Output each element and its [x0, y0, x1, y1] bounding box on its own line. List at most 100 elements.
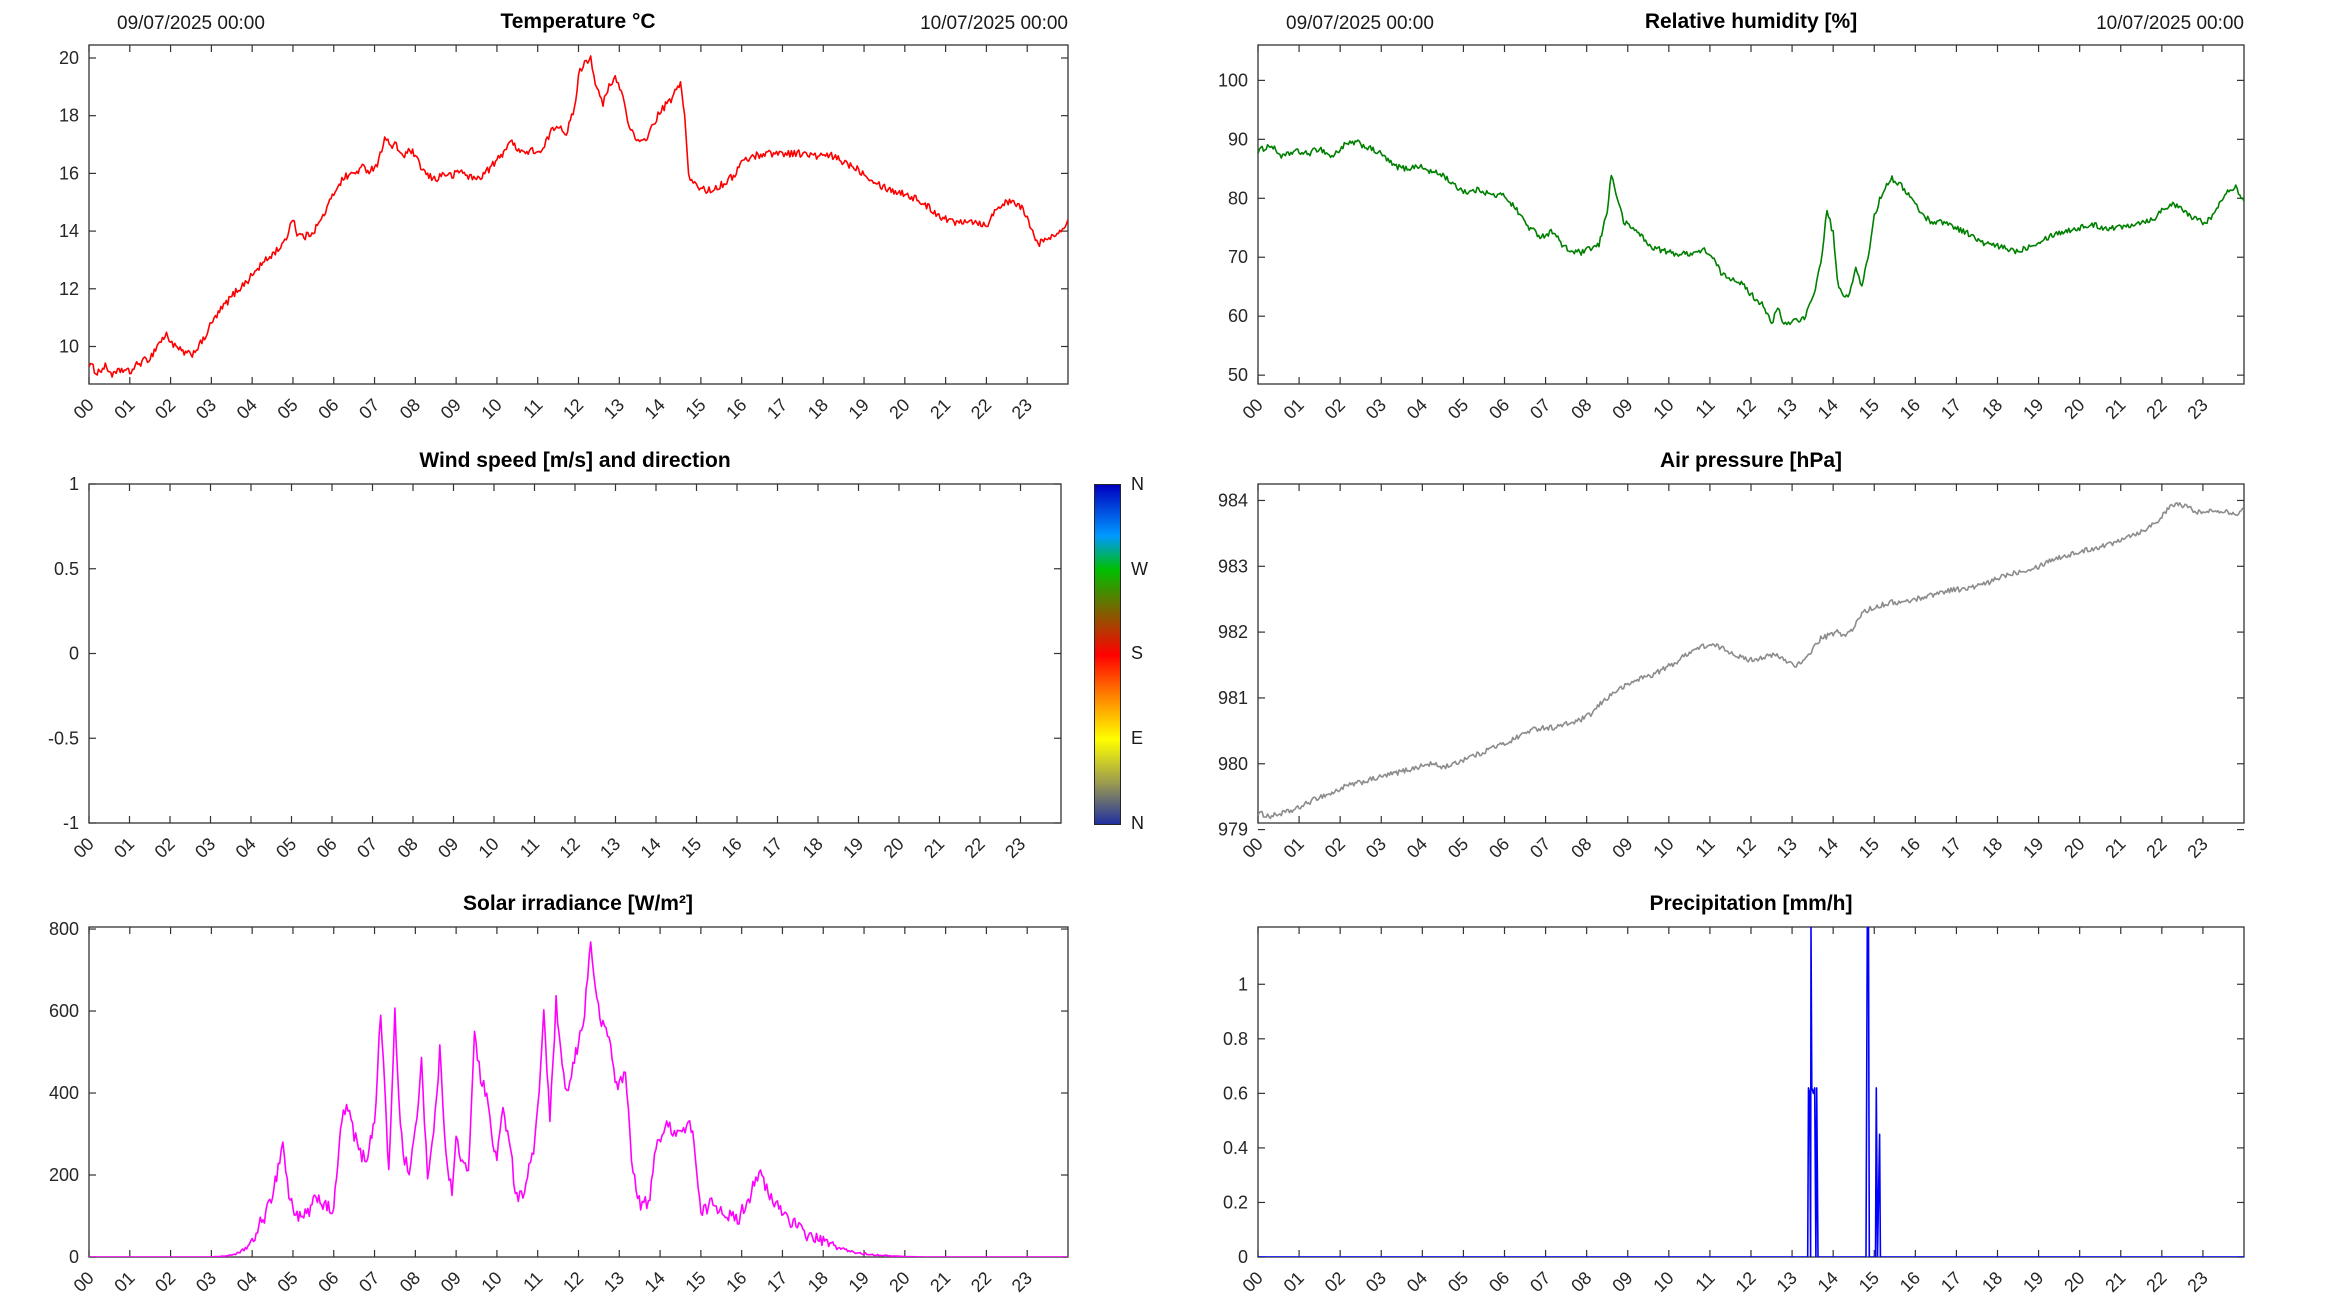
svg-text:02: 02 [151, 1268, 179, 1296]
svg-text:06: 06 [1485, 395, 1513, 423]
svg-text:20: 20 [2060, 834, 2088, 862]
svg-text:07: 07 [355, 1268, 383, 1296]
svg-text:02: 02 [151, 395, 179, 423]
svg-text:03: 03 [1362, 1268, 1390, 1296]
svg-text:20: 20 [2060, 395, 2088, 423]
svg-text:0.2: 0.2 [1223, 1192, 1248, 1212]
svg-text:04: 04 [233, 395, 261, 423]
svg-text:02: 02 [151, 834, 179, 862]
svg-text:12: 12 [1732, 1268, 1760, 1296]
svg-text:16: 16 [59, 163, 79, 183]
svg-text:18: 18 [799, 834, 827, 862]
svg-text:16: 16 [1896, 834, 1924, 862]
svg-text:19: 19 [845, 395, 873, 423]
svg-text:0: 0 [69, 1247, 79, 1267]
svg-text:80: 80 [1228, 188, 1248, 208]
svg-text:05: 05 [272, 834, 300, 862]
svg-text:04: 04 [232, 834, 260, 862]
svg-text:21: 21 [2101, 834, 2129, 862]
colorbar-label-n-bottom: N [1131, 813, 1144, 833]
svg-text:979: 979 [1218, 820, 1248, 840]
svg-text:11: 11 [1691, 395, 1718, 422]
svg-text:11: 11 [519, 1268, 546, 1295]
svg-text:984: 984 [1218, 490, 1248, 510]
svg-text:17: 17 [1937, 1268, 1965, 1296]
svg-text:15: 15 [677, 834, 705, 862]
svg-text:05: 05 [1444, 1268, 1472, 1296]
svg-text:20: 20 [885, 1268, 913, 1296]
svg-text:09: 09 [1608, 395, 1636, 423]
svg-text:14: 14 [641, 1268, 669, 1296]
svg-text:08: 08 [396, 1268, 424, 1296]
svg-text:50: 50 [1228, 365, 1248, 385]
svg-text:22: 22 [967, 1268, 995, 1296]
svg-text:20: 20 [59, 48, 79, 68]
svg-text:11: 11 [1691, 834, 1718, 861]
svg-text:00: 00 [1239, 395, 1267, 423]
svg-text:980: 980 [1218, 754, 1248, 774]
svg-text:22: 22 [2142, 395, 2170, 423]
svg-text:12: 12 [59, 279, 79, 299]
svg-text:0: 0 [69, 644, 79, 664]
svg-text:09: 09 [437, 395, 465, 423]
svg-text:04: 04 [233, 1268, 261, 1296]
svg-text:09: 09 [1608, 1268, 1636, 1296]
svg-text:17: 17 [1937, 395, 1965, 423]
svg-text:-1: -1 [63, 813, 79, 833]
svg-text:20: 20 [880, 834, 908, 862]
svg-text:19: 19 [2019, 395, 2047, 423]
svg-text:21: 21 [920, 834, 948, 862]
svg-text:19: 19 [845, 1268, 873, 1296]
svg-text:19: 19 [2019, 834, 2047, 862]
svg-text:07: 07 [353, 834, 381, 862]
svg-text:08: 08 [1567, 1268, 1595, 1296]
wind-direction-colorbar [1094, 484, 1121, 825]
svg-text:08: 08 [1567, 834, 1595, 862]
svg-text:0.6: 0.6 [1223, 1083, 1248, 1103]
svg-text:17: 17 [1937, 834, 1965, 862]
svg-text:05: 05 [1444, 834, 1472, 862]
svg-text:03: 03 [192, 395, 220, 423]
svg-text:03: 03 [1362, 834, 1390, 862]
svg-text:04: 04 [1403, 395, 1431, 423]
svg-text:1: 1 [69, 474, 79, 494]
svg-text:14: 14 [1814, 395, 1842, 423]
svg-text:16: 16 [718, 834, 746, 862]
svg-text:04: 04 [1403, 834, 1431, 862]
svg-text:08: 08 [1567, 395, 1595, 423]
svg-text:18: 18 [1978, 1268, 2006, 1296]
svg-text:02: 02 [1321, 395, 1349, 423]
svg-text:12: 12 [559, 1268, 587, 1296]
svg-text:90: 90 [1228, 129, 1248, 149]
wind-title: Wind speed [m/s] and direction [419, 449, 731, 472]
svg-text:07: 07 [1526, 834, 1554, 862]
svg-text:00: 00 [70, 395, 98, 423]
svg-text:70: 70 [1228, 247, 1248, 267]
temperature-date-left: 09/07/2025 00:00 [117, 13, 265, 34]
svg-text:06: 06 [1485, 1268, 1513, 1296]
svg-text:14: 14 [59, 221, 79, 241]
svg-text:15: 15 [1855, 834, 1883, 862]
svg-text:21: 21 [2101, 395, 2129, 423]
svg-text:02: 02 [1321, 1268, 1349, 1296]
humidity-date-right: 10/07/2025 00:00 [2096, 13, 2244, 34]
svg-text:17: 17 [758, 834, 786, 862]
svg-text:20: 20 [2060, 1268, 2088, 1296]
svg-text:03: 03 [191, 834, 219, 862]
svg-text:12: 12 [559, 395, 587, 423]
svg-text:09: 09 [434, 834, 462, 862]
svg-text:07: 07 [355, 395, 383, 423]
svg-text:0.5: 0.5 [54, 559, 79, 579]
svg-text:10: 10 [59, 336, 79, 356]
svg-text:10: 10 [475, 834, 503, 862]
svg-text:09: 09 [1608, 834, 1636, 862]
svg-text:01: 01 [1280, 1268, 1308, 1296]
svg-text:19: 19 [839, 834, 867, 862]
svg-text:08: 08 [394, 834, 422, 862]
svg-text:800: 800 [49, 919, 79, 939]
svg-text:600: 600 [49, 1001, 79, 1021]
svg-text:13: 13 [1773, 1268, 1801, 1296]
svg-text:21: 21 [926, 1268, 954, 1296]
svg-text:01: 01 [1280, 395, 1308, 423]
